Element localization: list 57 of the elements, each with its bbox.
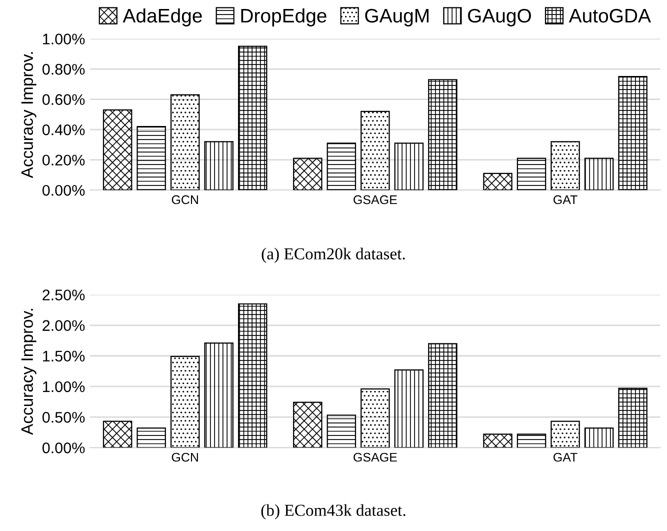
- x-tick-label: GSAGE: [354, 452, 397, 462]
- x-tick-label: GCN: [172, 452, 198, 462]
- bar: [394, 142, 424, 190]
- x-tick-label: GSAGE: [354, 195, 397, 204]
- text: (a) ECom20k dataset.: [262, 248, 405, 263]
- bar: [136, 428, 166, 448]
- bar: [136, 126, 166, 190]
- bar: [516, 158, 546, 190]
- y-tick-label: 0.80%: [42, 64, 85, 75]
- y-axis-title: Accuracy Improv.: [21, 308, 36, 435]
- bar: [204, 342, 234, 448]
- legend-label: GAugM: [365, 8, 429, 26]
- y-tick-label: 1.50%: [43, 350, 85, 362]
- bar: [204, 141, 234, 190]
- y-tick-label: 1.00%: [43, 34, 85, 44]
- y-tick-label: 0.50%: [42, 412, 85, 423]
- bar: [428, 343, 458, 448]
- x-tick-label: GAT: [554, 195, 578, 204]
- bar: [584, 428, 614, 448]
- bar: [360, 388, 390, 448]
- x-tick-label: GAT: [554, 452, 578, 462]
- text: (b) ECom43k dataset.: [261, 504, 406, 520]
- x-tick-label: GCN: [172, 195, 198, 204]
- bar: [428, 79, 458, 190]
- y-tick-label: 1.00%: [43, 381, 85, 392]
- bar: [618, 76, 648, 190]
- bar: [584, 158, 614, 190]
- bar: [102, 420, 132, 448]
- legend-label: GAugO: [468, 8, 531, 26]
- y-tick-label: 0.00%: [42, 184, 85, 196]
- bar: [618, 388, 648, 448]
- y-tick-label: 0.20%: [42, 154, 85, 166]
- bar: [550, 420, 580, 448]
- legend-label: DropEdge: [241, 8, 326, 26]
- bar: [483, 172, 512, 190]
- bar: [293, 402, 322, 448]
- y-tick-label: 0.00%: [42, 442, 85, 454]
- bar: [238, 46, 268, 190]
- legend-label: AutoGDA: [568, 8, 651, 23]
- bar: [238, 303, 268, 448]
- legend-label: AdaEdge: [122, 8, 202, 26]
- y-tick-label: 2.00%: [42, 320, 85, 331]
- y-axis-title: Accuracy Improv.: [21, 52, 36, 178]
- bar: [360, 110, 390, 190]
- bar: [102, 109, 132, 190]
- y-tick-label: 0.60%: [42, 94, 85, 105]
- bar: [483, 434, 512, 448]
- bar: [394, 369, 424, 448]
- bar: [326, 414, 356, 448]
- bar: [516, 434, 546, 448]
- bar: [170, 94, 200, 190]
- bar: [550, 141, 580, 190]
- bar: [170, 356, 200, 448]
- bar: [293, 158, 322, 190]
- y-tick-label: 0.40%: [42, 124, 85, 136]
- bar: [326, 142, 356, 190]
- y-tick-label: 2.50%: [42, 290, 85, 300]
